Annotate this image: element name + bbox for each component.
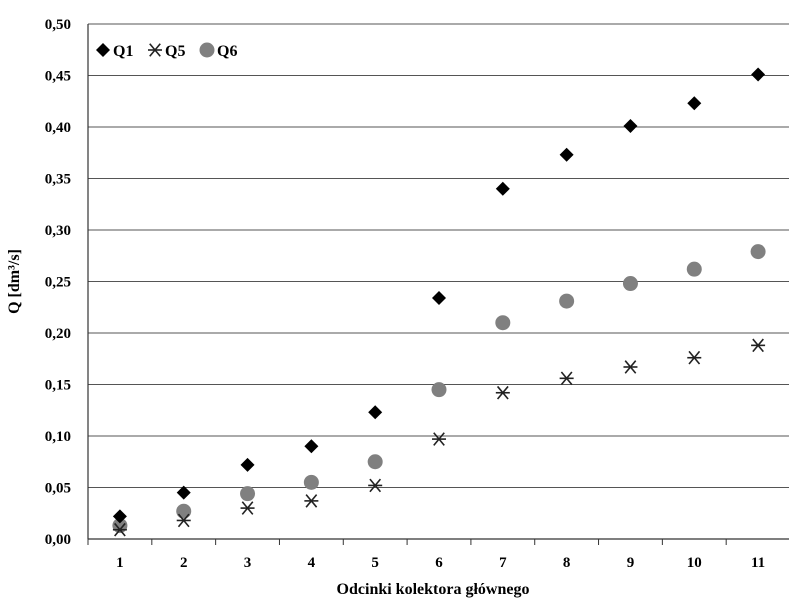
- point-q1-1: [112, 509, 127, 524]
- data-points: [112, 67, 766, 537]
- x-tick-label: 5: [371, 555, 379, 571]
- x-tick-label: 7: [499, 555, 507, 571]
- y-tick-label: 0,10: [45, 429, 71, 445]
- x-tick-label: 8: [563, 555, 571, 571]
- x-tick-label: 4: [308, 555, 316, 571]
- point-q1-2: [176, 485, 191, 500]
- x-axis-ticks: 1 2 3 4 5 6 7 8 9 10 11: [87, 539, 765, 571]
- y-tick-label: 0,15: [45, 378, 71, 394]
- point-q5-6: [432, 432, 446, 446]
- y-tick-label: 0,30: [45, 223, 71, 239]
- point-q6-9: [622, 276, 638, 292]
- point-q6-5: [367, 454, 383, 470]
- legend-label-q5: Q5: [165, 43, 185, 60]
- point-q1-10: [687, 96, 702, 111]
- point-q1-9: [623, 118, 638, 133]
- legend-marker-q1: [96, 43, 110, 57]
- y-tick-label: 0,40: [45, 120, 71, 136]
- y-axis-ticks: 0,00 0,05 0,10 0,15 0,20 0,25 0,30 0,35 0,40 0,45…: [45, 17, 71, 548]
- y-tick-label: 0,45: [45, 69, 71, 85]
- point-q1-7: [495, 181, 510, 196]
- point-q5-5: [368, 478, 383, 493]
- point-q5-8: [559, 371, 574, 386]
- x-tick-label: 2: [180, 555, 188, 571]
- point-q5-7: [495, 385, 510, 400]
- point-q5-2: [176, 513, 191, 528]
- y-tick-label: 0,20: [45, 326, 71, 342]
- point-q6-10: [686, 261, 702, 277]
- legend-label-q6: Q6: [217, 43, 237, 60]
- point-q5-1: [112, 522, 127, 537]
- point-q6-2: [176, 503, 192, 519]
- point-q5-9: [623, 360, 638, 374]
- x-axis-title: Odcinki kolektora głównego: [337, 581, 530, 598]
- point-q6-3: [240, 486, 256, 502]
- point-q6-7: [495, 315, 511, 331]
- legend-marker-q6: [199, 42, 215, 58]
- y-tick-label: 0,00: [45, 532, 71, 548]
- x-tick-label: 1: [116, 555, 124, 571]
- gridlines: [87, 23, 789, 540]
- point-q1-3: [240, 457, 255, 472]
- point-q5-10: [687, 350, 702, 365]
- point-q1-6: [432, 290, 446, 305]
- y-tick-label: 0,05: [45, 481, 71, 497]
- point-q5-11: [751, 338, 766, 353]
- point-q6-4: [303, 474, 319, 490]
- x-tick-label: 3: [244, 555, 252, 571]
- legend-marker-q5: [148, 43, 162, 57]
- point-q1-5: [368, 405, 383, 420]
- point-q5-3: [240, 501, 255, 515]
- y-tick-label: 0,35: [45, 172, 71, 188]
- point-q5-4: [304, 494, 319, 508]
- y-axis-title: Q [dm³/s]: [6, 249, 23, 314]
- x-tick-label: 9: [627, 555, 635, 571]
- legend-label-q1: Q1: [113, 43, 133, 60]
- x-tick-label: 10: [687, 555, 702, 571]
- point-q6-6: [431, 382, 447, 398]
- legend: Q1 Q5 Q6: [96, 42, 237, 60]
- point-q6-11: [750, 244, 766, 260]
- point-q1-11: [751, 67, 766, 82]
- point-q6-8: [559, 293, 575, 309]
- y-tick-label: 0,50: [45, 17, 71, 33]
- point-q1-4: [304, 439, 319, 454]
- point-q1-8: [559, 147, 574, 162]
- x-tick-label: 11: [751, 555, 765, 571]
- y-tick-label: 0,25: [45, 275, 71, 291]
- x-tick-label: 6: [435, 555, 443, 571]
